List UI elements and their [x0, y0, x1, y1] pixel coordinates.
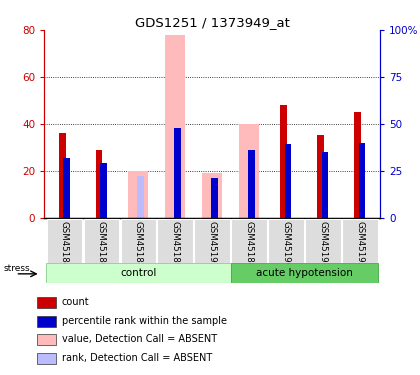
Bar	[37, 316, 55, 327]
Text: acute hypotension: acute hypotension	[256, 268, 353, 278]
Text: count: count	[62, 297, 89, 307]
FancyBboxPatch shape	[84, 219, 119, 262]
FancyBboxPatch shape	[231, 219, 267, 262]
Text: stress: stress	[3, 264, 30, 273]
Text: control: control	[120, 268, 156, 278]
Bar	[174, 128, 181, 218]
Bar	[100, 163, 107, 218]
Text: value, Detection Call = ABSENT: value, Detection Call = ABSENT	[62, 334, 217, 344]
FancyBboxPatch shape	[231, 263, 378, 283]
Bar	[322, 152, 328, 217]
Text: GSM45190: GSM45190	[281, 220, 291, 268]
Bar	[96, 150, 102, 217]
FancyBboxPatch shape	[268, 219, 304, 262]
FancyBboxPatch shape	[305, 219, 341, 262]
Bar	[248, 150, 255, 217]
Bar	[239, 124, 259, 218]
Text: percentile rank within the sample: percentile rank within the sample	[62, 316, 227, 326]
Bar	[318, 135, 324, 218]
Text: GSM45192: GSM45192	[355, 220, 364, 268]
Text: GSM45187: GSM45187	[134, 220, 143, 268]
Bar	[37, 334, 55, 345]
Bar	[211, 178, 218, 218]
Text: GSM45189: GSM45189	[171, 220, 180, 268]
Bar	[285, 144, 291, 218]
Text: GSM45191: GSM45191	[318, 220, 327, 268]
FancyBboxPatch shape	[342, 219, 378, 262]
Bar	[63, 158, 70, 218]
Bar	[37, 297, 55, 308]
Bar	[165, 35, 185, 218]
Text: GSM45186: GSM45186	[97, 220, 106, 268]
Text: rank, Detection Call = ABSENT: rank, Detection Call = ABSENT	[62, 353, 212, 363]
FancyBboxPatch shape	[46, 263, 231, 283]
FancyBboxPatch shape	[194, 219, 230, 262]
Bar	[174, 128, 181, 218]
Bar	[281, 105, 287, 218]
Title: GDS1251 / 1373949_at: GDS1251 / 1373949_at	[135, 16, 289, 29]
FancyBboxPatch shape	[121, 219, 156, 262]
Bar	[211, 178, 218, 218]
Bar	[359, 142, 365, 218]
Bar	[202, 173, 222, 217]
Bar	[137, 176, 144, 218]
FancyBboxPatch shape	[158, 219, 193, 262]
Bar	[37, 352, 55, 364]
Text: GSM45193: GSM45193	[207, 220, 217, 268]
Bar	[59, 133, 66, 218]
Text: GSM45184: GSM45184	[60, 220, 69, 268]
Text: GSM45188: GSM45188	[244, 220, 254, 268]
Bar	[128, 171, 148, 217]
Bar	[354, 112, 361, 218]
Bar	[248, 150, 255, 217]
FancyBboxPatch shape	[47, 219, 82, 262]
